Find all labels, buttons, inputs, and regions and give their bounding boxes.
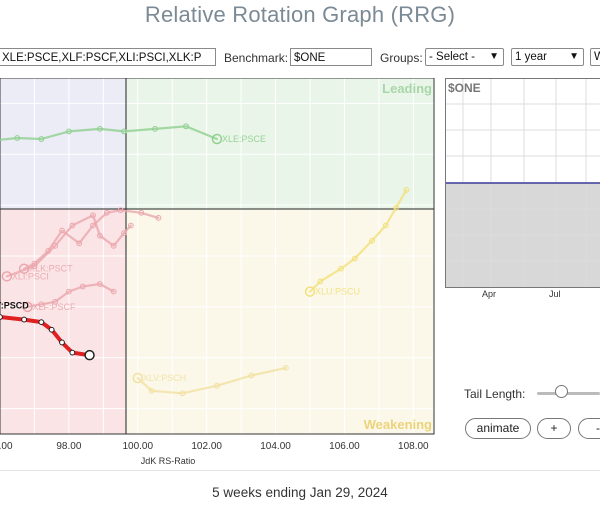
groups-select[interactable]: - Select - ▼ xyxy=(425,48,504,66)
quadrant-improving xyxy=(0,78,126,209)
animate-button[interactable]: animate xyxy=(465,418,531,439)
x-tick-label: 102.00 xyxy=(191,441,222,452)
x-tick-label: 96.00 xyxy=(0,441,13,452)
tail-label: XLE:PSCE xyxy=(222,134,266,144)
frequency-select-value: W xyxy=(594,51,600,63)
chevron-down-icon: ▼ xyxy=(569,49,579,65)
date-range-caption: 5 weeks ending Jan 29, 2024 xyxy=(0,470,600,505)
x-ticks: 96.00 98.00 100.00 102.00 104.00 106.00 108.00 xyxy=(0,441,429,452)
period-select-value: 1 year xyxy=(515,51,547,63)
frequency-select[interactable]: W xyxy=(590,48,600,66)
tail-label: XLY:PSCD xyxy=(0,300,29,310)
x-axis-label: JdK RS-Ratio xyxy=(141,456,196,466)
benchmark-mini-chart: $ONE Apr Jul xyxy=(445,78,600,288)
tail-label: XLF:PSCF xyxy=(33,302,77,312)
mini-tick-apr: Apr xyxy=(482,289,496,299)
tail-point xyxy=(0,315,2,320)
increase-button[interactable]: + xyxy=(537,418,571,439)
tail-label: XLU:PSCU xyxy=(315,287,360,297)
x-tick-label: 98.00 xyxy=(56,441,81,452)
x-tick-label: 104.00 xyxy=(260,441,291,452)
weakening-label: Weakening xyxy=(364,417,432,432)
tail-point xyxy=(39,320,44,325)
mini-tick-jul: Jul xyxy=(549,289,561,299)
quadrant-lagging xyxy=(0,209,126,434)
rrg-chart-svg: XLE:PSCEXLI:PSCIXLK:PSCTXLF:PSCFXLY:PSCD… xyxy=(0,78,436,466)
mini-chart-svg: $ONE xyxy=(445,78,600,288)
symbols-input[interactable]: XLE:PSCE,XLF:PSCF,XLI:PSCI,XLK:P xyxy=(0,48,216,66)
tail-length-slider-handle[interactable] xyxy=(555,385,568,398)
leading-label: Leading xyxy=(382,81,432,96)
rrg-chart: XLE:PSCEXLI:PSCIXLK:PSCTXLF:PSCFXLY:PSCD… xyxy=(0,78,436,466)
tail-label: XLK:PSCT xyxy=(29,264,73,274)
decrease-button[interactable]: - xyxy=(578,418,600,439)
tail-length-label: Tail Length: xyxy=(464,387,525,401)
x-tick-label: 106.00 xyxy=(329,441,360,452)
period-select[interactable]: 1 year ▼ xyxy=(511,48,584,66)
tail-length-slider[interactable] xyxy=(537,392,600,395)
toolbar: XLE:PSCE,XLF:PSCF,XLI:PSCI,XLK:P Benchma… xyxy=(0,47,600,69)
x-tick-label: 108.00 xyxy=(398,441,429,452)
x-tick-label: 100.00 xyxy=(122,441,153,452)
tail-point xyxy=(22,317,27,322)
tail-point xyxy=(49,327,54,332)
groups-label: Groups: xyxy=(380,51,423,65)
tail-label: XLV:PSCH xyxy=(143,373,187,383)
benchmark-label: Benchmark: xyxy=(224,51,288,65)
groups-select-value: - Select - xyxy=(429,51,475,63)
mini-chart-symbol: $ONE xyxy=(448,81,481,95)
benchmark-input[interactable]: $ONE xyxy=(290,48,372,66)
chevron-down-icon: ▼ xyxy=(489,49,499,65)
page-title: Relative Rotation Graph (RRG) xyxy=(0,2,600,28)
tail-head-point xyxy=(85,351,94,360)
tail-point xyxy=(70,350,75,355)
tail-point xyxy=(60,340,65,345)
